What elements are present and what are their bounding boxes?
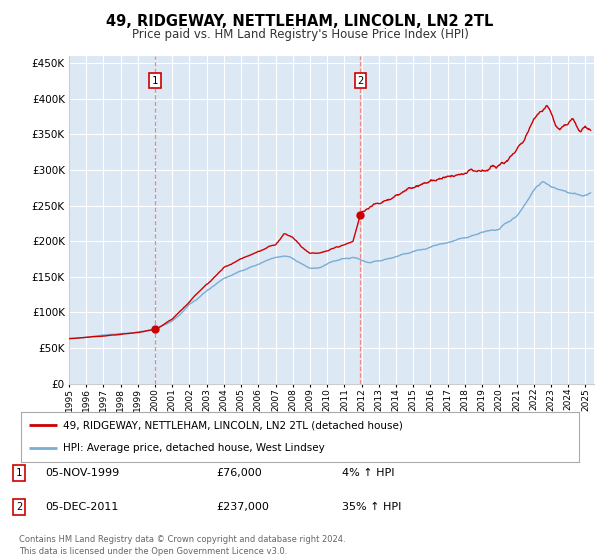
Text: 1: 1 bbox=[16, 468, 22, 478]
Text: 05-DEC-2011: 05-DEC-2011 bbox=[45, 502, 118, 512]
Text: 49, RIDGEWAY, NETTLEHAM, LINCOLN, LN2 2TL (detached house): 49, RIDGEWAY, NETTLEHAM, LINCOLN, LN2 2T… bbox=[63, 420, 403, 430]
Text: 2: 2 bbox=[357, 76, 364, 86]
Text: 05-NOV-1999: 05-NOV-1999 bbox=[45, 468, 119, 478]
Text: 4% ↑ HPI: 4% ↑ HPI bbox=[342, 468, 395, 478]
Text: 35% ↑ HPI: 35% ↑ HPI bbox=[342, 502, 401, 512]
Text: HPI: Average price, detached house, West Lindsey: HPI: Average price, detached house, West… bbox=[63, 444, 325, 454]
Text: 1: 1 bbox=[152, 76, 158, 86]
Text: 49, RIDGEWAY, NETTLEHAM, LINCOLN, LN2 2TL: 49, RIDGEWAY, NETTLEHAM, LINCOLN, LN2 2T… bbox=[106, 14, 494, 29]
Text: 2: 2 bbox=[16, 502, 22, 512]
Text: Contains HM Land Registry data © Crown copyright and database right 2024.
This d: Contains HM Land Registry data © Crown c… bbox=[19, 535, 346, 556]
Text: £237,000: £237,000 bbox=[216, 502, 269, 512]
Text: £76,000: £76,000 bbox=[216, 468, 262, 478]
Text: Price paid vs. HM Land Registry's House Price Index (HPI): Price paid vs. HM Land Registry's House … bbox=[131, 28, 469, 41]
